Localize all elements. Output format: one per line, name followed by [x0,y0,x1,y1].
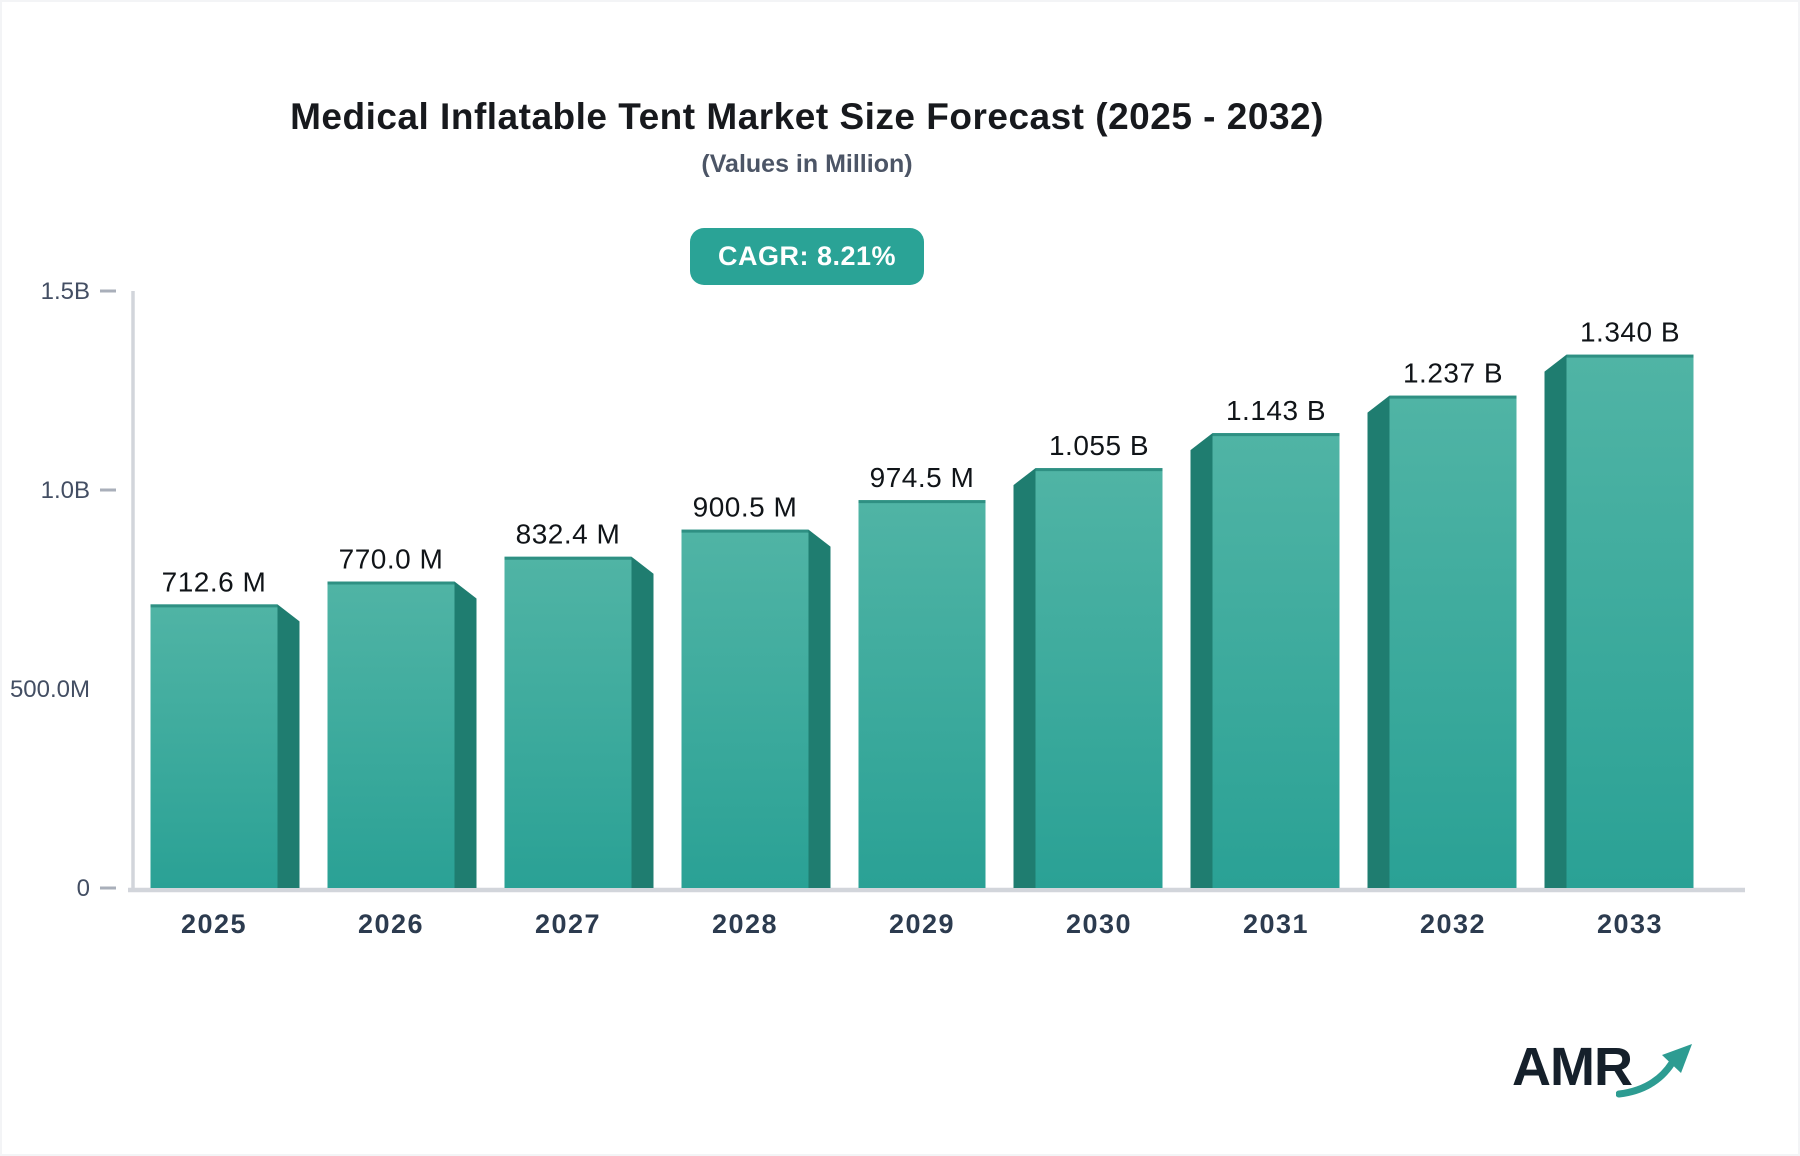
bar-2029 [858,500,986,888]
x-axis-label: 2033 [1597,909,1663,939]
axis-layer: 1.5B 1.0B 500.0M 0 [10,278,1745,902]
y-tick-label: 1.5B [41,278,90,305]
x-axis-label: 2030 [1066,909,1132,939]
bar-value-label: 712.6 M [162,566,267,597]
bar-2026 [327,581,477,888]
bar-front-face [858,500,986,888]
bar-side-face [1190,433,1213,888]
bar-value-label: 1.055 B [1049,430,1149,461]
bars-layer [150,354,1694,888]
bar-side-face [1544,354,1567,888]
bar-front-face [681,529,809,888]
x-axis-label: 2031 [1243,909,1309,939]
bar-front-face [1389,395,1517,888]
x-axis-label: 2032 [1420,909,1486,939]
amr-logo: AMR [1512,1037,1694,1100]
bar-value-label: 1.340 B [1580,317,1680,348]
y-tick-label: 0 [77,875,90,902]
x-axis-label: 2029 [889,909,955,939]
bar-value-label: 770.0 M [339,544,444,575]
bar-front-face [1212,433,1340,888]
y-tick-label: 1.0B [41,477,90,504]
bar-2025 [150,604,300,888]
bar-side-face [808,529,831,888]
x-axis-label: 2025 [181,909,247,939]
cagr-badge: CAGR: 8.21% [690,228,925,285]
bar-side-face [1367,395,1390,888]
x-axis-label: 2028 [712,909,778,939]
x-axis-label: 2027 [535,909,601,939]
bar-value-label: 974.5 M [870,462,975,493]
bar-front-face [150,604,278,888]
bar-2030 [1013,468,1163,888]
bar-2031 [1190,433,1340,888]
bar-value-label: 832.4 M [516,519,621,550]
bar-front-face [1566,354,1694,888]
y-tick-label: 500.0M [10,676,90,703]
bar-side-face [277,604,300,888]
chart-subtitle: (Values in Million) [701,150,913,178]
chart-title: Medical Inflatable Tent Market Size Fore… [290,96,1324,137]
bar-value-label: 1.237 B [1403,358,1503,389]
amr-logo-text: AMR [1512,1037,1633,1097]
bar-2027 [504,556,654,888]
x-axis-label: 2026 [358,909,424,939]
bar-side-face [1013,468,1036,888]
bar-side-face [631,556,654,888]
bar-front-face [1035,468,1163,888]
bar-front-face [504,556,632,888]
bar-value-label: 900.5 M [693,492,798,523]
bar-2033 [1544,354,1694,888]
bar-side-face [454,581,477,888]
labels-layer: 712.6 M 2025 770.0 M 2026 832.4 M 2027 900.5 M… [162,317,1680,939]
growth-arrow-icon [1616,1044,1692,1098]
bar-2032 [1367,395,1517,888]
bar-front-face [327,581,455,888]
bar-value-label: 1.143 B [1226,395,1326,426]
bar-2028 [681,529,831,888]
